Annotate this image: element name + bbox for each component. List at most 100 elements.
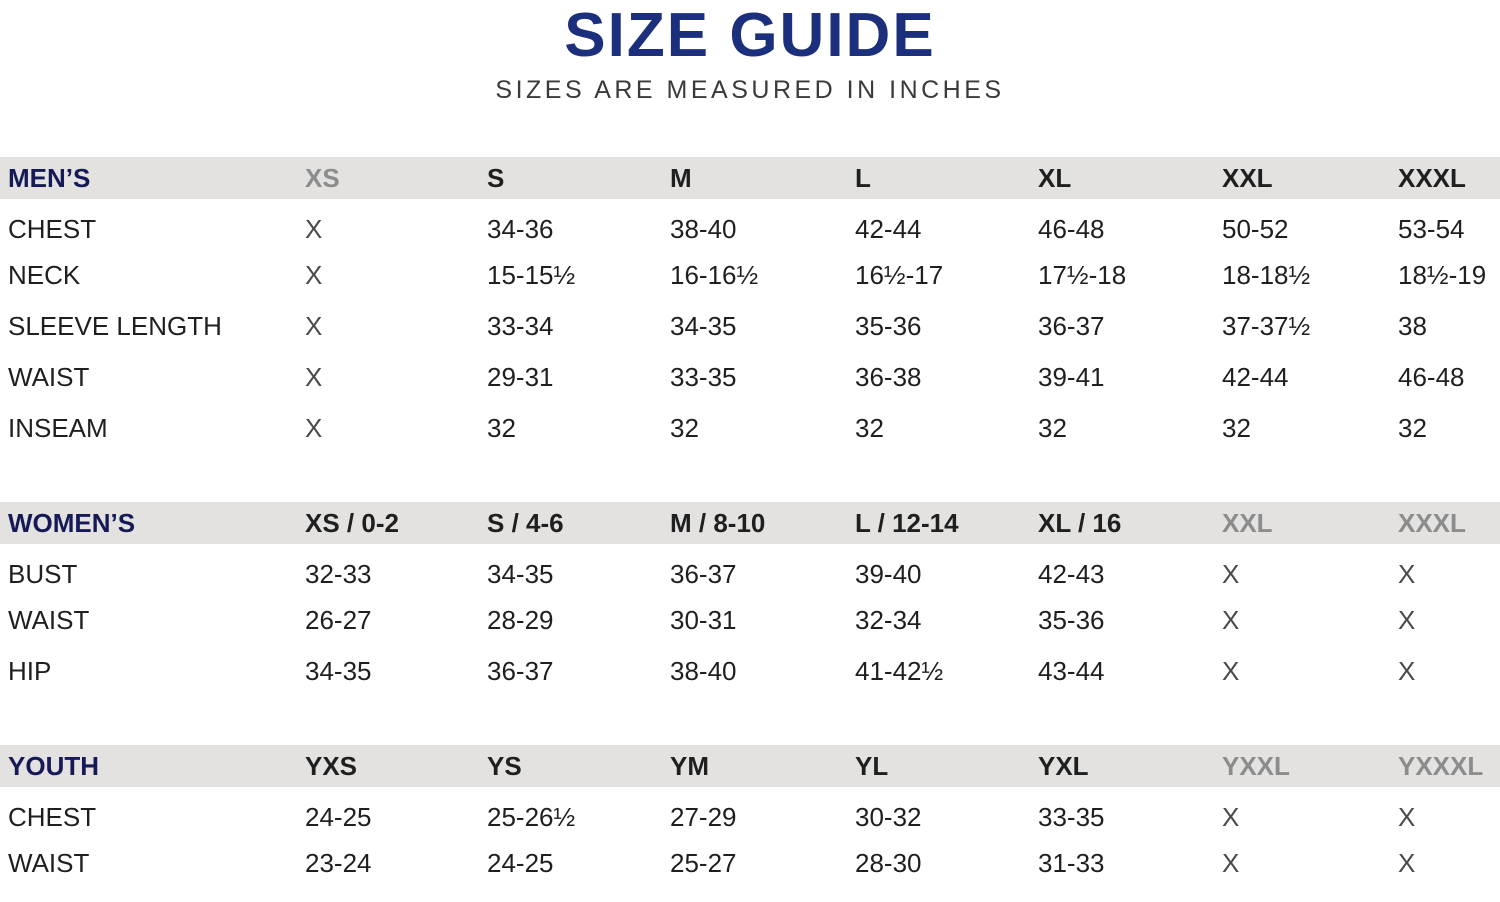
size-cell: 16-16½ xyxy=(670,260,759,290)
size-cell: 36-37 xyxy=(670,559,737,589)
section-title-youth: YOUTH xyxy=(8,750,99,781)
size-table-women-s: WOMEN’S XS / 0-2 S / 4-6 M / 8-10 L / 12-14 X… xyxy=(0,502,1500,697)
size-cell: 31-33 xyxy=(1038,848,1105,878)
size-cell: 34-35 xyxy=(305,656,372,686)
column-header-xxxl: XXXL xyxy=(1398,507,1466,538)
section-header-row: YOUTH YXS YS YM YL YXL YXXL YXXXL xyxy=(0,745,1500,787)
row-label: CHEST xyxy=(8,802,97,832)
column-header-ym: YM xyxy=(670,750,709,781)
column-header-xs-0-2: XS / 0-2 xyxy=(305,507,399,538)
table-row-men-s-waist: WAIST X 29-31 33-35 36-38 39-41 42-44 46-48 xyxy=(0,352,1500,403)
table-row-men-s-inseam: INSEAM X 32 32 32 32 32 32 xyxy=(0,403,1500,454)
size-cell: X xyxy=(1398,802,1417,832)
size-cell: 46-48 xyxy=(1398,362,1465,392)
size-cell: X xyxy=(1398,848,1417,878)
table-row-women-s-waist: WAIST 26-27 28-29 30-31 32-34 35-36 X X xyxy=(0,595,1500,646)
size-cell: 39-40 xyxy=(855,559,922,589)
column-header-yl: YL xyxy=(855,750,889,781)
size-table-men-s: MEN’S XS S M L XL XXL XXXL CHEST X 34-36 38-40 42-44… xyxy=(0,157,1500,454)
section-header-row: WOMEN’S XS / 0-2 S / 4-6 M / 8-10 L / 12-14 X… xyxy=(0,502,1500,544)
size-cell: 26-27 xyxy=(305,605,372,635)
table-row-men-s-neck: NECK X 15-15½ 16-16½ 16½-17 17½-18 18-18½ 18½-1… xyxy=(0,250,1500,301)
size-cell: 30-32 xyxy=(855,802,922,832)
page-header: SIZE GUIDE SIZES ARE MEASURED IN INCHES xyxy=(0,0,1500,105)
size-cell: 32 xyxy=(1038,413,1067,443)
row-label: WAIST xyxy=(8,848,90,878)
row-label: NECK xyxy=(8,260,81,290)
table-row-men-s-chest: CHEST X 34-36 38-40 42-44 46-48 50-52 53-54 xyxy=(0,199,1500,250)
size-cell: 32 xyxy=(670,413,699,443)
size-cell: 24-25 xyxy=(305,802,372,832)
size-cell: X xyxy=(1398,605,1417,635)
size-cell: 23-24 xyxy=(305,848,372,878)
size-cell: X xyxy=(305,362,324,392)
size-cell: 42-44 xyxy=(1222,362,1289,392)
column-header-l-12-14: L / 12-14 xyxy=(855,507,959,538)
size-cell: 17½-18 xyxy=(1038,260,1127,290)
table-row-women-s-hip: HIP 34-35 36-37 38-40 41-42½ 43-44 X X xyxy=(0,646,1500,697)
size-cell: 27-29 xyxy=(670,802,737,832)
size-cell: 41-42½ xyxy=(855,656,944,686)
size-cell: 35-36 xyxy=(1038,605,1105,635)
column-header-l: L xyxy=(855,162,871,193)
size-cell: 15-15½ xyxy=(487,260,576,290)
size-cell: 39-41 xyxy=(1038,362,1105,392)
size-cell: 33-35 xyxy=(1038,802,1105,832)
size-cell: 32 xyxy=(487,413,516,443)
row-label: BUST xyxy=(8,559,78,589)
size-cell: 34-36 xyxy=(487,214,554,244)
size-cell: 25-26½ xyxy=(487,802,576,832)
size-cell: 50-52 xyxy=(1222,214,1289,244)
size-cell: X xyxy=(305,260,324,290)
size-table-youth: YOUTH YXS YS YM YL YXL YXXL YXXXL CHEST 24-25 25-2… xyxy=(0,745,1500,889)
size-cell: X xyxy=(1398,656,1417,686)
page-subtitle: SIZES ARE MEASURED IN INCHES xyxy=(495,76,1005,104)
size-cell: 33-34 xyxy=(487,311,554,341)
table-row-women-s-bust: BUST 32-33 34-35 36-37 39-40 42-43 X X xyxy=(0,544,1500,595)
column-header-xl: XL xyxy=(1038,162,1072,193)
size-cell: X xyxy=(305,214,324,244)
column-header-xl-16: XL / 16 xyxy=(1038,507,1122,538)
size-cell: 28-30 xyxy=(855,848,922,878)
row-label: CHEST xyxy=(8,214,97,244)
size-cell: 33-35 xyxy=(670,362,737,392)
size-cell: X xyxy=(1222,802,1241,832)
column-header-s: S xyxy=(487,162,505,193)
table-row-men-s-sleeve-length: SLEEVE LENGTH X 33-34 34-35 35-36 36-37 37-37½… xyxy=(0,301,1500,352)
size-cell: X xyxy=(305,311,324,341)
size-cell: 42-44 xyxy=(855,214,922,244)
column-header-ys: YS xyxy=(487,750,522,781)
size-cell: 32 xyxy=(855,413,884,443)
size-cell: 25-27 xyxy=(670,848,737,878)
size-cell: 35-36 xyxy=(855,311,922,341)
size-cell: 32-34 xyxy=(855,605,922,635)
section-title-women-s: WOMEN’S xyxy=(8,507,136,538)
row-label: WAIST xyxy=(8,605,90,635)
size-cell: 18-18½ xyxy=(1222,260,1311,290)
row-label: SLEEVE LENGTH xyxy=(8,311,222,341)
size-cell: 36-37 xyxy=(1038,311,1105,341)
column-header-xxl: XXL xyxy=(1222,162,1273,193)
table-row-youth-waist: WAIST 23-24 24-25 25-27 28-30 31-33 X X xyxy=(0,838,1500,889)
row-label: INSEAM xyxy=(8,413,108,443)
size-cell: X xyxy=(1222,848,1241,878)
size-cell: 38-40 xyxy=(670,214,737,244)
row-label: WAIST xyxy=(8,362,90,392)
column-header-s-4-6: S / 4-6 xyxy=(487,507,564,538)
size-cell: X xyxy=(1222,559,1241,589)
size-cell: X xyxy=(1398,559,1417,589)
size-cell: 18½-19 xyxy=(1398,260,1487,290)
size-cell: 34-35 xyxy=(670,311,737,341)
column-header-m-8-10: M / 8-10 xyxy=(670,507,766,538)
size-cell: 30-31 xyxy=(670,605,737,635)
column-header-xs: XS xyxy=(305,162,340,193)
column-header-yxxxl: YXXXL xyxy=(1398,750,1484,781)
page-title: SIZE GUIDE xyxy=(564,1,936,70)
row-label: HIP xyxy=(8,656,52,686)
size-cell: 32 xyxy=(1222,413,1251,443)
column-header-yxxl: YXXL xyxy=(1222,750,1290,781)
size-cell: X xyxy=(1222,605,1241,635)
size-cell: 38-40 xyxy=(670,656,737,686)
size-cell: 43-44 xyxy=(1038,656,1105,686)
size-tables: MEN’S XS S M L XL XXL XXXL CHEST X 34-36 38-40 42-44… xyxy=(0,157,1500,889)
